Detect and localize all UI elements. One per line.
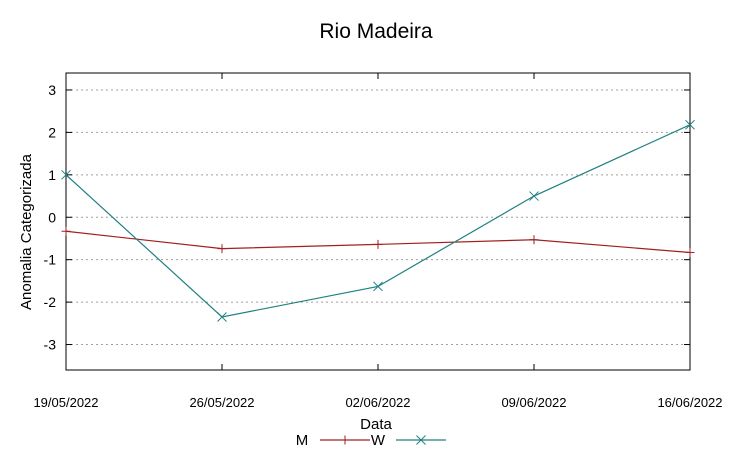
y-axis-label: Anomalia Categorizada	[18, 153, 35, 310]
x-tick-label: 02/06/2022	[345, 395, 410, 410]
data-point-w	[61, 169, 71, 180]
data-point-w	[217, 312, 227, 322]
data-point-w	[685, 119, 695, 130]
legend-label-m: M	[296, 432, 309, 449]
y-tick-label: -2	[44, 294, 57, 310]
legend-marker-m	[340, 435, 350, 445]
marker-stroke	[217, 312, 227, 322]
marker-stroke	[61, 169, 71, 180]
marker-stroke	[529, 191, 539, 201]
x-axis: 19/05/2022 26/05/2022 02/06/2022 09/06/2022…	[33, 73, 723, 410]
chart-title: Rio Madeira	[319, 20, 433, 43]
x-axis-label: Data	[360, 416, 392, 433]
x-tick-label: 16/06/2022	[657, 395, 722, 410]
x-tick-label: 09/06/2022	[501, 395, 566, 410]
data-point-w	[529, 191, 539, 201]
grid	[66, 89, 690, 346]
y-tick-label: 2	[48, 124, 56, 140]
data-point-m	[685, 247, 695, 257]
marker-stroke	[373, 281, 383, 292]
legend-marker-w	[416, 435, 426, 445]
plot-frame	[65, 72, 691, 371]
y-tick-label: 0	[48, 209, 56, 225]
x-tick-label: 26/05/2022	[189, 395, 254, 410]
data-point-m	[529, 235, 539, 245]
series-line-w	[65, 124, 691, 318]
y-tick-label: 1	[48, 167, 56, 183]
data-point-m	[61, 226, 71, 236]
y-tick-label: -3	[44, 337, 57, 353]
y-axis: -3 -2 -1 0 1 2 3	[44, 82, 690, 353]
y-tick-label: 3	[48, 82, 56, 98]
data-point-w	[373, 281, 383, 292]
y-tick-label: -1	[44, 252, 57, 268]
marker-stroke	[416, 435, 426, 445]
x-tick-label: 19/05/2022	[33, 395, 98, 410]
legend-label-w: W	[371, 432, 386, 449]
series-layer	[61, 119, 695, 322]
data-point-m	[217, 244, 227, 254]
data-point-m	[373, 239, 383, 249]
marker-stroke	[685, 119, 695, 130]
